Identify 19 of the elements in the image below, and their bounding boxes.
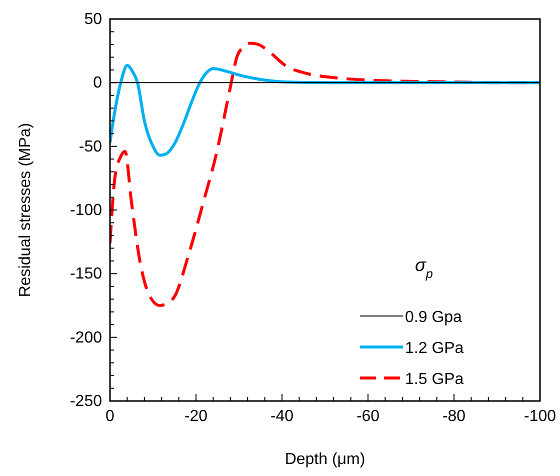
x-axis-title: Depth (μm): [284, 451, 366, 468]
y-tick-label: -50: [78, 138, 102, 156]
x-tick-label: -80: [442, 408, 466, 425]
y-tick-label: -100: [70, 202, 102, 219]
x-tick-label: 0: [106, 408, 115, 425]
x-tick-label: -40: [270, 408, 294, 425]
x-tick-label: -100: [524, 408, 556, 425]
y-tick-label: -250: [70, 393, 102, 410]
legend-label: 0.9 Gpa: [405, 309, 462, 326]
y-tick-label: -200: [70, 329, 102, 346]
y-tick-label: 0: [93, 74, 102, 92]
legend-title: σ$_{p}$: [415, 255, 433, 281]
legend-label: 1.5 GPa: [405, 371, 464, 388]
x-tick-label: -20: [184, 408, 208, 425]
y-tick-label: 50: [84, 11, 102, 28]
legend-label: 1.2 GPa: [405, 340, 464, 357]
y-axis-title: Residual stresses (MPa): [17, 122, 34, 298]
x-tick-label: -60: [356, 408, 380, 425]
y-tick-label: -150: [70, 266, 102, 283]
